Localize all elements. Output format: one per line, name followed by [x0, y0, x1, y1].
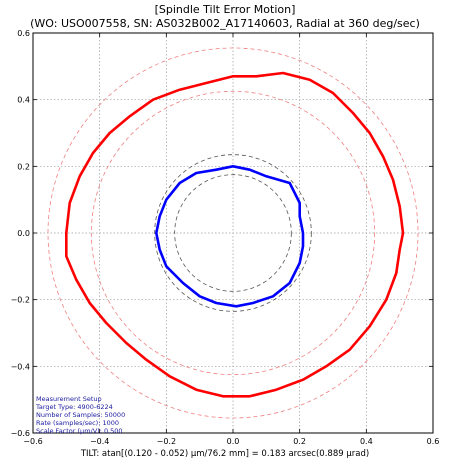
x-tick-label: 0.6 [427, 437, 440, 446]
y-tick-label: −0.4 [11, 362, 30, 371]
y-tick-label: 0.4 [17, 96, 30, 105]
outer-error-trace [65, 71, 405, 398]
y-tick-label: 0.6 [17, 29, 30, 38]
reference-circle [174, 174, 292, 292]
y-tick-label: −0.2 [11, 296, 30, 305]
setup-sample-count: Number of Samples: 50000 [36, 411, 126, 419]
x-tick-label: −0.6 [23, 437, 42, 446]
setup-sample-rate: Rate (samples/sec): 1000 [36, 419, 120, 427]
y-tick-label: 0.2 [17, 162, 30, 171]
x-tick-label: −0.2 [157, 437, 176, 446]
x-tick-label: 0.2 [293, 437, 306, 446]
chart-subtitle: (WO: USO007558, SN: AS032B002_A17140603,… [30, 17, 420, 30]
x-tick-label: 0.4 [360, 437, 373, 446]
reference-circle [47, 47, 419, 419]
x-tick-label: 0.0 [227, 437, 240, 446]
setup-target-type: Target Type: 4900-6224 [36, 403, 113, 411]
reference-circle [154, 154, 312, 312]
setup-heading: Measurement Setup [36, 395, 102, 403]
reference-circle [90, 90, 376, 376]
y-tick-label: 0.0 [17, 229, 30, 238]
setup-scale-factor: Scale Factor (µm/V): 0.500 [36, 427, 123, 435]
inner-error-trace [155, 165, 305, 308]
chart-title: [Spindle Tilt Error Motion] [154, 3, 296, 16]
x-tick-label: −0.4 [90, 437, 109, 446]
x-axis-label: TILT: atan[(0.120 - 0.052) µm/76.2 mm] =… [80, 449, 370, 459]
y-tick-label: −0.6 [11, 429, 30, 438]
